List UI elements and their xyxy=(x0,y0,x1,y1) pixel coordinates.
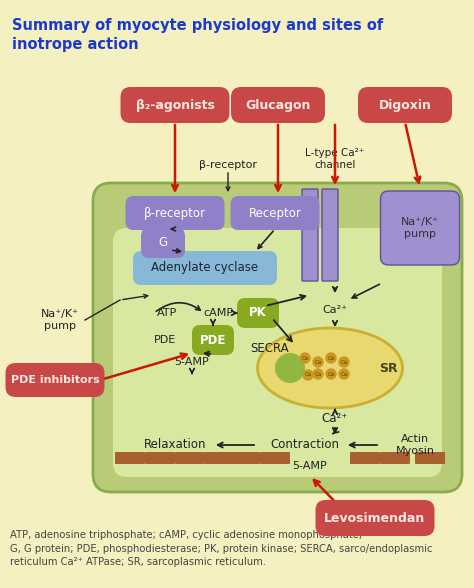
FancyBboxPatch shape xyxy=(141,228,185,258)
Text: Ca: Ca xyxy=(301,356,309,360)
Text: Glucagon: Glucagon xyxy=(246,99,310,112)
Text: Contraction: Contraction xyxy=(271,439,339,452)
Text: SR: SR xyxy=(379,362,397,375)
FancyBboxPatch shape xyxy=(205,452,235,464)
FancyBboxPatch shape xyxy=(316,500,435,536)
Text: PDE inhibitors: PDE inhibitors xyxy=(10,375,100,385)
Text: ATP: ATP xyxy=(157,308,177,318)
Text: Relaxation: Relaxation xyxy=(144,439,206,452)
Ellipse shape xyxy=(275,353,305,383)
Text: G: G xyxy=(158,236,168,249)
FancyBboxPatch shape xyxy=(115,452,145,464)
FancyBboxPatch shape xyxy=(120,87,229,123)
FancyBboxPatch shape xyxy=(237,298,279,328)
Text: β-receptor: β-receptor xyxy=(144,206,206,219)
Text: Ca: Ca xyxy=(340,372,347,376)
Text: PK: PK xyxy=(249,306,267,319)
Text: 5-AMP: 5-AMP xyxy=(174,357,210,367)
Text: Ca: Ca xyxy=(314,372,322,376)
Circle shape xyxy=(326,353,336,363)
Text: Summary of myocyte physiology and sites of
inotrope action: Summary of myocyte physiology and sites … xyxy=(12,18,383,52)
Circle shape xyxy=(313,369,323,379)
Text: Ca: Ca xyxy=(314,359,322,365)
Circle shape xyxy=(303,370,313,380)
Circle shape xyxy=(326,369,336,379)
FancyBboxPatch shape xyxy=(260,452,290,464)
FancyBboxPatch shape xyxy=(350,452,380,464)
Text: Receptor: Receptor xyxy=(248,206,301,219)
FancyBboxPatch shape xyxy=(302,189,318,281)
Text: SECRA: SECRA xyxy=(251,342,289,355)
Text: Digoxin: Digoxin xyxy=(379,99,431,112)
Text: Na⁺/K⁺
pump: Na⁺/K⁺ pump xyxy=(41,309,79,331)
Ellipse shape xyxy=(257,328,402,408)
Circle shape xyxy=(339,357,349,367)
Text: Ca²⁺: Ca²⁺ xyxy=(322,412,348,425)
FancyBboxPatch shape xyxy=(380,452,410,464)
Text: Ca: Ca xyxy=(328,372,335,376)
Text: Na⁺/K⁺
pump: Na⁺/K⁺ pump xyxy=(401,217,439,239)
Text: β-receptor: β-receptor xyxy=(199,160,257,170)
FancyBboxPatch shape xyxy=(93,183,462,492)
FancyBboxPatch shape xyxy=(415,452,445,464)
Text: Adenylate cyclase: Adenylate cyclase xyxy=(151,262,258,275)
Circle shape xyxy=(313,357,323,367)
Text: cAMP: cAMP xyxy=(203,308,233,318)
FancyBboxPatch shape xyxy=(230,452,260,464)
Text: PDE: PDE xyxy=(200,333,226,346)
FancyBboxPatch shape xyxy=(175,452,205,464)
Text: β₂-agonists: β₂-agonists xyxy=(136,99,214,112)
FancyBboxPatch shape xyxy=(358,87,452,123)
FancyBboxPatch shape xyxy=(192,325,234,355)
FancyBboxPatch shape xyxy=(133,251,277,285)
Text: Ca: Ca xyxy=(328,356,335,360)
Circle shape xyxy=(339,369,349,379)
Text: PDE: PDE xyxy=(154,335,176,345)
FancyBboxPatch shape xyxy=(230,196,319,230)
FancyBboxPatch shape xyxy=(6,363,104,397)
Text: Ca: Ca xyxy=(304,373,311,377)
FancyBboxPatch shape xyxy=(322,189,338,281)
FancyBboxPatch shape xyxy=(381,191,459,265)
Text: ATP, adenosine triphosphate; cAMP, cyclic adenosine monophosphate;
G, G protein;: ATP, adenosine triphosphate; cAMP, cycli… xyxy=(10,530,432,567)
Text: 5-AMP: 5-AMP xyxy=(292,461,328,471)
Text: Ca²⁺: Ca²⁺ xyxy=(322,305,347,315)
FancyBboxPatch shape xyxy=(231,87,325,123)
Text: Ca: Ca xyxy=(340,359,347,365)
FancyBboxPatch shape xyxy=(126,196,225,230)
Text: Actin
Myosin: Actin Myosin xyxy=(395,434,435,456)
Text: L-type Ca²⁺
channel: L-type Ca²⁺ channel xyxy=(305,148,365,170)
FancyBboxPatch shape xyxy=(145,452,175,464)
Circle shape xyxy=(300,353,310,363)
FancyBboxPatch shape xyxy=(113,228,442,477)
Text: Levosimendan: Levosimendan xyxy=(324,512,426,524)
